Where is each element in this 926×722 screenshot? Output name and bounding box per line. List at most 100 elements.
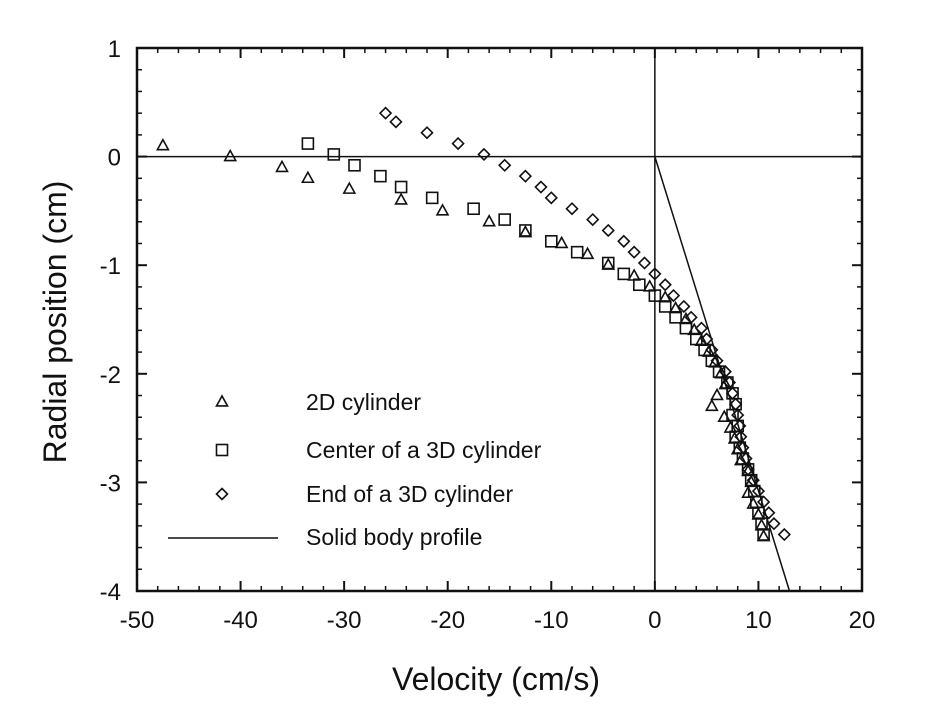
data-point (684, 310, 698, 324)
data-point (580, 246, 595, 260)
data-point (518, 169, 533, 183)
legend-label: End of a 3D cylinder (306, 481, 513, 507)
y-tick-label: -1 (100, 253, 121, 280)
data-point (275, 159, 289, 173)
series-line (654, 156, 791, 592)
data-point (751, 484, 766, 498)
data-point (565, 202, 579, 216)
data-point (757, 528, 770, 541)
data-point (518, 224, 533, 238)
legend-item: End of a 3D cylinder (215, 481, 513, 507)
data-point (617, 234, 631, 248)
x-tick-label: 0 (648, 607, 661, 634)
data-point (704, 398, 719, 412)
legend-square-swatch (215, 443, 229, 457)
data-point (669, 311, 682, 324)
data-point (554, 235, 569, 249)
data-point (482, 214, 496, 227)
y-tick-label: -3 (100, 470, 121, 497)
data-point (648, 267, 662, 281)
legend-item: Center of a 3D cylinder (215, 437, 542, 463)
data-point (156, 138, 170, 151)
plot-area (137, 48, 862, 591)
data-marks (156, 106, 791, 592)
legend: 2D cylinder Center of a 3D cylinder End of… (168, 389, 542, 550)
data-point (301, 137, 315, 150)
data-point (451, 136, 465, 151)
data-point (658, 278, 672, 292)
data-point (534, 180, 548, 194)
data-point (498, 158, 512, 172)
legend-diamond-swatch (215, 487, 229, 501)
data-point (498, 213, 511, 226)
data-point (570, 245, 584, 259)
data-point (736, 441, 750, 455)
plot-frame (135, 46, 864, 593)
data-point (717, 409, 732, 422)
data-point (223, 148, 238, 162)
data-point (756, 528, 771, 542)
x-tick-label: 10 (745, 607, 772, 634)
data-point (648, 289, 662, 302)
data-point (374, 169, 387, 183)
x-tick-label: -40 (223, 607, 258, 634)
data-point (710, 354, 724, 368)
data-point (601, 223, 615, 238)
data-point (637, 256, 652, 270)
legend-label: Solid body profile (306, 524, 482, 550)
data-point (725, 386, 740, 400)
legend-item: Solid body profile (168, 524, 482, 550)
data-point (519, 224, 532, 237)
y-tick-label: -4 (100, 579, 121, 606)
legend-item: 2D cylinder (215, 389, 421, 415)
data-point (722, 375, 737, 390)
data-point (389, 115, 403, 129)
x-tick-label: 20 (849, 607, 876, 634)
data-point (586, 212, 600, 227)
series-diamond (378, 106, 791, 542)
data-point (435, 203, 450, 216)
x-tick-label: -30 (327, 607, 362, 634)
y-tick-label: -2 (100, 362, 121, 389)
data-point (694, 321, 709, 335)
data-point (301, 170, 315, 184)
y-tick-label: 0 (108, 145, 121, 172)
data-point (348, 158, 361, 172)
data-point (544, 235, 558, 248)
data-point (342, 181, 357, 194)
legend-label: Center of a 3D cylinder (306, 437, 542, 463)
data-point (327, 148, 341, 161)
x-axis-title: Velocity (cm/s) (392, 661, 600, 697)
data-point (658, 300, 672, 313)
x-tick-label: -10 (534, 607, 569, 634)
data-point (777, 527, 791, 542)
data-point (705, 343, 719, 357)
data-point (710, 387, 724, 401)
data-point (378, 106, 393, 120)
data-point (617, 267, 631, 281)
data-point (394, 180, 408, 194)
legend-label: 2D cylinder (306, 389, 421, 415)
data-point (767, 517, 781, 531)
x-tick-label: -50 (120, 607, 155, 634)
data-point (477, 147, 491, 162)
data-point (544, 191, 558, 205)
data-point (601, 257, 616, 270)
y-tick-label: 1 (108, 36, 121, 63)
solid-body-profile-line (654, 156, 791, 592)
data-point (425, 191, 439, 205)
data-point (601, 256, 615, 270)
data-point (666, 288, 681, 303)
data-point (627, 245, 641, 259)
data-point (698, 343, 711, 357)
data-point (746, 473, 760, 487)
data-point (677, 299, 691, 314)
legend-triangle-swatch (215, 394, 229, 407)
data-point (679, 321, 693, 335)
data-point (394, 192, 408, 205)
data-point (734, 430, 748, 444)
data-point (420, 126, 434, 140)
data-point (739, 451, 753, 466)
